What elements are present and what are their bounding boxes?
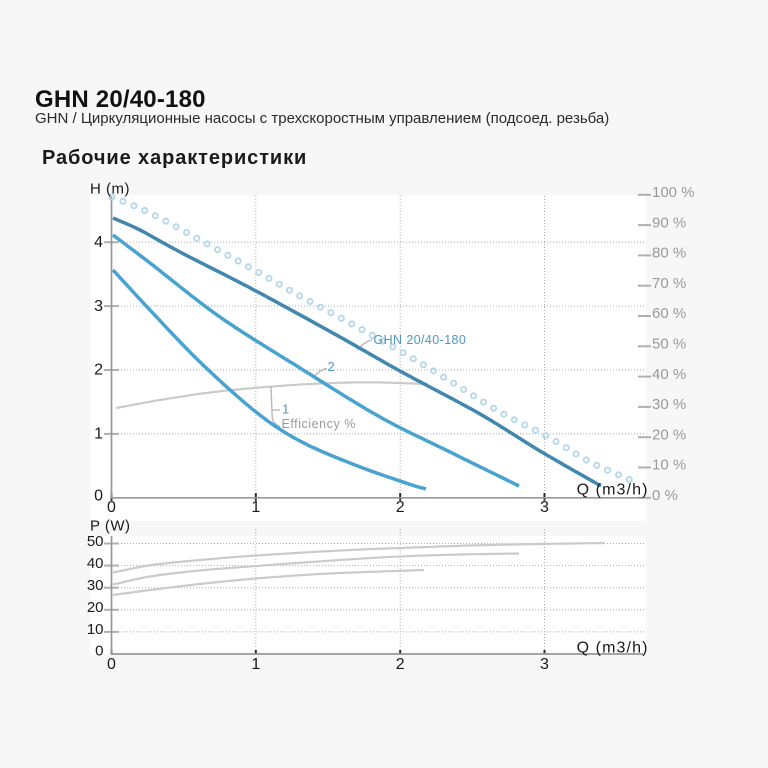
svg-text:70 %: 70 % [652, 275, 686, 292]
svg-text:30 %: 30 % [652, 396, 686, 413]
svg-text:30: 30 [87, 577, 104, 594]
svg-text:20: 20 [87, 599, 104, 616]
svg-text:3: 3 [540, 656, 549, 673]
svg-text:3: 3 [540, 499, 549, 516]
svg-text:0 %: 0 % [652, 487, 678, 504]
svg-text:GHN 20/40-180: GHN 20/40-180 [374, 333, 467, 347]
svg-text:40: 40 [87, 555, 104, 572]
svg-text:50 %: 50 % [652, 335, 686, 352]
svg-text:4: 4 [94, 234, 103, 251]
svg-text:20 %: 20 % [652, 426, 686, 443]
svg-text:H (m): H (m) [90, 181, 130, 198]
svg-text:0: 0 [94, 487, 103, 504]
svg-text:40 %: 40 % [652, 366, 686, 383]
svg-text:1: 1 [282, 402, 289, 417]
svg-text:100 %: 100 % [652, 184, 695, 201]
svg-text:2: 2 [396, 499, 405, 516]
svg-text:60 %: 60 % [652, 305, 686, 322]
svg-text:Q (m3/h): Q (m3/h) [577, 482, 649, 499]
svg-text:0: 0 [95, 642, 103, 659]
svg-text:Q (m3/h): Q (m3/h) [577, 640, 649, 657]
svg-text:Efficiency %: Efficiency % [282, 417, 356, 431]
svg-text:3: 3 [94, 298, 103, 315]
svg-text:P (W): P (W) [90, 518, 131, 535]
svg-text:50: 50 [87, 533, 104, 550]
svg-text:0: 0 [107, 656, 116, 673]
svg-text:0: 0 [107, 499, 116, 516]
svg-text:1: 1 [94, 426, 103, 443]
svg-text:10: 10 [87, 621, 104, 638]
svg-text:10 %: 10 % [652, 457, 686, 474]
svg-text:80 %: 80 % [652, 245, 686, 262]
svg-text:90 %: 90 % [652, 214, 686, 231]
svg-text:1: 1 [251, 499, 260, 516]
svg-text:2: 2 [328, 359, 335, 374]
svg-text:2: 2 [94, 362, 103, 379]
svg-text:2: 2 [396, 656, 405, 673]
svg-text:1: 1 [251, 656, 260, 673]
